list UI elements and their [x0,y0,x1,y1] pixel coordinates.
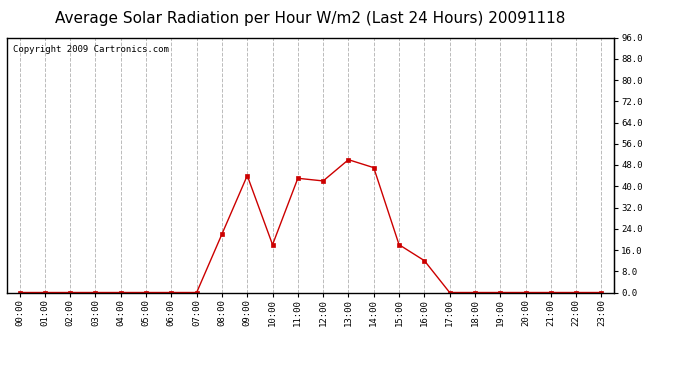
Text: Copyright 2009 Cartronics.com: Copyright 2009 Cartronics.com [13,45,169,54]
Text: Average Solar Radiation per Hour W/m2 (Last 24 Hours) 20091118: Average Solar Radiation per Hour W/m2 (L… [55,11,566,26]
